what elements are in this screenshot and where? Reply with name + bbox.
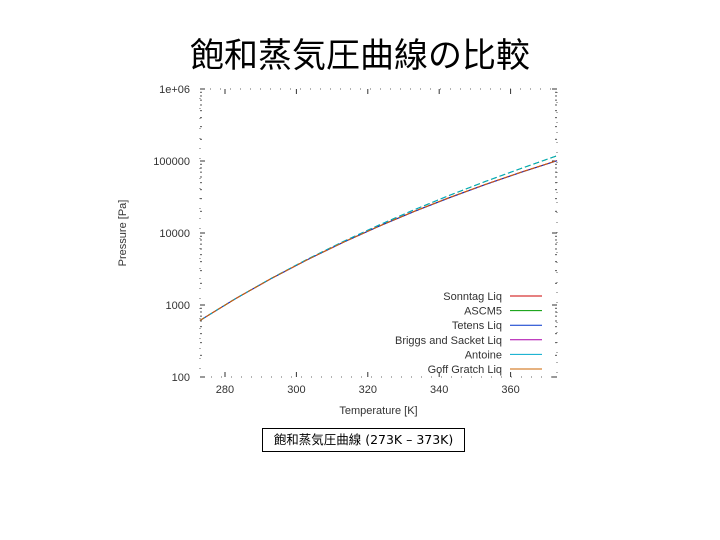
axis-ticks: 280 300 320 340 360 100 1000 10000 100000 1e+06 [153,84,557,396]
x-tick-label: 280 [216,384,234,396]
legend: Sonntag Liq ASCM5 Tetens Liq Briggs and Sac… [395,291,542,376]
saturation-vapor-pressure-chart: 280 300 320 340 360 100 1000 10000 100000 1e+06 S… [117,84,558,417]
plot-frame [199,88,558,378]
y-axis-label: Pressure [Pa] [117,200,129,267]
series-line-5 [199,155,558,321]
legend-label: Goff Gratch Liq [428,364,502,376]
y-tick-label: 1000 [166,300,190,312]
legend-label: ASCM5 [464,306,502,318]
x-tick-label: 360 [501,384,519,396]
caption: 飽和蒸気圧曲線 (273K – 373K) [262,428,465,452]
y-tick-label: 100 [172,372,190,384]
legend-label: Antoine [465,349,502,361]
legend-label: Briggs and Sacket Liq [395,335,502,347]
series-lines [199,155,558,321]
x-axis-label: Temperature [K] [339,405,417,417]
series-line-4 [199,160,558,321]
x-tick-label: 300 [287,384,305,396]
y-tick-label: 100000 [153,156,190,168]
axis-frame [199,88,558,378]
series-line-6 [199,160,558,321]
y-tick-label: 10000 [159,228,190,240]
series-line-1 [199,160,558,321]
legend-label: Tetens Liq [452,320,502,332]
legend-label: Sonntag Liq [443,291,502,303]
x-tick-label: 340 [430,384,448,396]
slide-title: 飽和蒸気圧曲線の比較 [190,36,530,76]
y-tick-label: 1e+06 [159,84,190,96]
x-tick-label: 320 [359,384,377,396]
series-line-2 [199,155,558,321]
series-line-3 [199,160,558,321]
